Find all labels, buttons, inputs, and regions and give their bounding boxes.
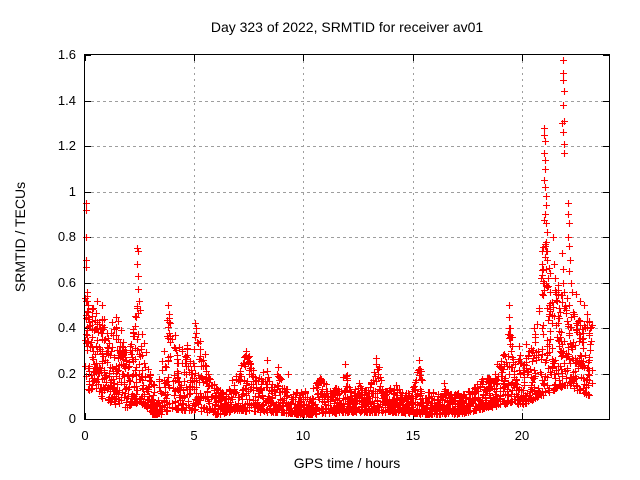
x-tick-label: 5 xyxy=(190,428,198,443)
y-tick-label: 0.2 xyxy=(57,366,76,381)
y-tick-label: 0 xyxy=(68,411,76,426)
plot-border xyxy=(84,54,610,420)
y-tick-label: 0.4 xyxy=(57,320,76,335)
square-marker xyxy=(152,412,158,418)
y-tick-label: 1 xyxy=(68,184,76,199)
scatter-data-points xyxy=(82,57,596,418)
x-axis-label: GPS time / hours xyxy=(293,455,401,471)
y-tick-label: 0.8 xyxy=(57,229,76,244)
x-tick-label: 15 xyxy=(405,428,421,443)
y-tick-label: 1.6 xyxy=(57,47,76,62)
x-tick-label: 0 xyxy=(81,428,89,443)
x-tick-label: 20 xyxy=(514,428,530,443)
x-tick-label: 10 xyxy=(295,428,311,443)
y-tick-label: 1.4 xyxy=(57,93,76,108)
gridlines xyxy=(85,55,609,419)
chart-title: Day 323 of 2022, SRMTID for receiver av0… xyxy=(210,19,484,35)
y-tick-label: 0.6 xyxy=(57,275,76,290)
y-tick-label: 1.2 xyxy=(57,138,76,153)
